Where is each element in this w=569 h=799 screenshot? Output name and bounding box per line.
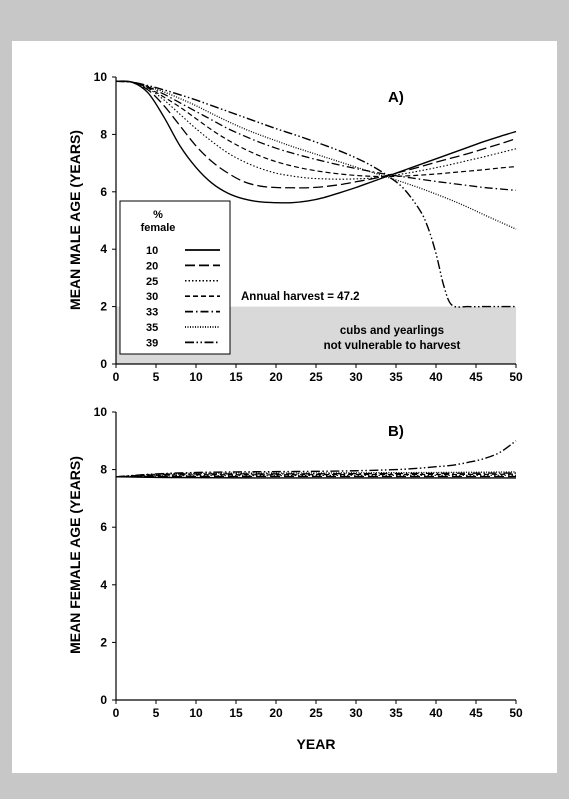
panel-b-label: B) bbox=[388, 423, 404, 440]
b-x-tick-label: 15 bbox=[229, 706, 243, 720]
a-series-line-35 bbox=[115, 80, 517, 230]
b-y-tick-label: 8 bbox=[100, 463, 107, 477]
panel-b-x-ticks: 0 5 10 15 20 25 30 35 40 45 50 bbox=[113, 700, 523, 720]
a-x-tick-label: 0 bbox=[113, 370, 120, 384]
figure-frame bbox=[12, 41, 557, 773]
b-x-tick-label: 35 bbox=[389, 706, 403, 720]
panel-b-y-axis-label: MEAN FEMALE AGE (YEARS) bbox=[67, 456, 83, 654]
panel-b-series-lines bbox=[115, 440, 517, 479]
a-x-tick-label: 5 bbox=[153, 370, 160, 384]
b-y-tick-label: 0 bbox=[100, 693, 107, 707]
b-x-tick-label: 45 bbox=[469, 706, 483, 720]
b-x-tick-label: 20 bbox=[269, 706, 283, 720]
b-y-tick-label: 2 bbox=[100, 635, 107, 649]
legend-label-39: 39 bbox=[146, 337, 158, 349]
panel-a-harvest-annotation: Annual harvest = 47.2 bbox=[241, 291, 360, 303]
legend-label-10: 10 bbox=[146, 245, 158, 257]
b-x-tick-label: 40 bbox=[429, 706, 443, 720]
a-y-tick-label: 10 bbox=[94, 70, 108, 84]
panel-a-chart: cubs and yearlings not vulnerable to har… bbox=[67, 70, 523, 384]
panel-a-shaded-text-line2: not vulnerable to harvest bbox=[324, 340, 461, 352]
legend: % female 10 20 25 30 33 35 39 bbox=[119, 200, 231, 355]
legend-label-25: 25 bbox=[146, 276, 158, 288]
a-series-line-25 bbox=[115, 80, 517, 180]
a-x-tick-label: 15 bbox=[229, 370, 243, 384]
b-x-tick-label: 25 bbox=[309, 706, 323, 720]
a-x-tick-label: 20 bbox=[269, 370, 283, 384]
legend-items: 10 20 25 30 33 35 39 bbox=[146, 245, 220, 349]
b-series-line-30 bbox=[115, 473, 517, 478]
b-series-line-33 bbox=[115, 472, 517, 478]
a-series-line-20 bbox=[115, 80, 517, 189]
legend-label-35: 35 bbox=[146, 322, 158, 334]
a-series-line-39 bbox=[115, 80, 516, 308]
a-x-tick-label: 40 bbox=[429, 370, 443, 384]
panel-b-chart: 0 5 10 15 20 25 30 35 40 45 50 0 2 4 6 8 10 MEAN FEMALE… bbox=[67, 405, 523, 752]
panel-a-y-ticks: 0 2 4 6 8 10 bbox=[94, 70, 116, 371]
legend-label-33: 33 bbox=[146, 307, 158, 319]
legend-title-line1: % bbox=[153, 209, 163, 221]
b-y-tick-label: 6 bbox=[100, 520, 107, 534]
panel-a-series-lines bbox=[115, 80, 517, 308]
panel-a-label: A) bbox=[388, 89, 404, 106]
a-x-tick-label: 10 bbox=[189, 370, 203, 384]
a-x-tick-label: 35 bbox=[389, 370, 403, 384]
a-y-tick-label: 8 bbox=[100, 127, 107, 141]
b-series-line-10 bbox=[115, 476, 516, 479]
legend-label-30: 30 bbox=[146, 291, 158, 303]
legend-title-line2: female bbox=[141, 222, 176, 234]
a-y-tick-label: 6 bbox=[100, 185, 107, 199]
legend-label-20: 20 bbox=[146, 260, 158, 272]
a-x-tick-label: 25 bbox=[309, 370, 323, 384]
b-x-tick-label: 0 bbox=[113, 706, 120, 720]
a-series-line-33 bbox=[115, 80, 517, 192]
x-axis-label: YEAR bbox=[297, 736, 336, 752]
b-y-tick-label: 4 bbox=[100, 578, 107, 592]
a-series-line-10 bbox=[115, 80, 517, 204]
b-x-tick-label: 50 bbox=[509, 706, 523, 720]
b-x-tick-label: 5 bbox=[153, 706, 160, 720]
panel-a-shaded-text-line1: cubs and yearlings bbox=[340, 325, 444, 337]
a-x-tick-label: 50 bbox=[509, 370, 523, 384]
a-y-tick-label: 4 bbox=[100, 242, 107, 256]
a-y-tick-label: 2 bbox=[100, 300, 107, 314]
a-series-line-30 bbox=[115, 80, 517, 178]
b-x-tick-label: 30 bbox=[349, 706, 363, 720]
a-x-tick-label: 45 bbox=[469, 370, 483, 384]
b-y-tick-label: 10 bbox=[94, 405, 108, 419]
a-y-tick-label: 0 bbox=[100, 357, 107, 371]
legend-box bbox=[119, 200, 231, 355]
panel-a-x-ticks: 0 5 10 15 20 25 30 35 40 45 50 bbox=[113, 364, 523, 384]
b-x-tick-label: 10 bbox=[189, 706, 203, 720]
a-x-tick-label: 30 bbox=[349, 370, 363, 384]
panel-a-y-axis-label: MEAN MALE AGE (YEARS) bbox=[67, 130, 83, 310]
panel-b-y-ticks: 0 2 4 6 8 10 bbox=[94, 405, 116, 707]
b-series-line-39 bbox=[115, 440, 517, 478]
